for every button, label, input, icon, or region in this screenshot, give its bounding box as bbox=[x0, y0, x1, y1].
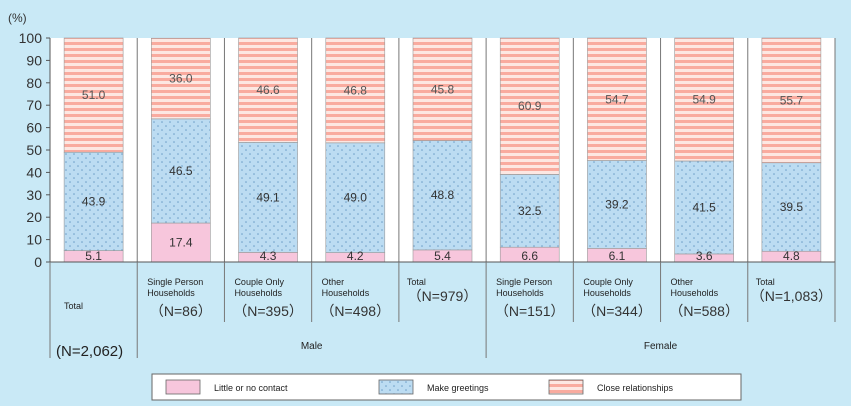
data-label: 6.1 bbox=[609, 249, 626, 263]
bar-segment bbox=[587, 37, 647, 161]
y-tick-label: 50 bbox=[26, 142, 42, 158]
data-label: 39.5 bbox=[780, 200, 804, 214]
category-label: Single Person Households bbox=[496, 277, 552, 298]
category-label: Total bbox=[756, 277, 775, 287]
category-n-label: （N=344） bbox=[582, 303, 652, 319]
legend-swatch bbox=[165, 379, 201, 395]
category-label: Couple Only Households bbox=[583, 277, 633, 298]
category-label: Single Person Households bbox=[147, 277, 203, 298]
y-tick-label: 10 bbox=[26, 232, 42, 248]
category-n-label: （N=979） bbox=[408, 288, 478, 304]
bar-segment bbox=[587, 160, 647, 249]
data-label: 46.8 bbox=[344, 83, 368, 97]
legend-label: Close relationships bbox=[597, 383, 674, 393]
category-n-label: (N=2,062) bbox=[56, 343, 123, 360]
y-tick-label: 60 bbox=[26, 120, 42, 136]
bar-segment bbox=[238, 142, 298, 253]
legend-label: Make greetings bbox=[427, 383, 489, 393]
data-label: 5.4 bbox=[434, 249, 451, 263]
y-tick-label: 70 bbox=[26, 97, 42, 113]
y-tick-label: 90 bbox=[26, 52, 42, 68]
bar-segment bbox=[761, 37, 822, 164]
y-tick-label: 20 bbox=[26, 209, 42, 225]
group-label: Male bbox=[301, 341, 323, 352]
category-label: Other Households bbox=[322, 277, 370, 298]
bar-segment bbox=[151, 118, 211, 224]
category-n-label: （N=395） bbox=[233, 303, 303, 319]
bar-segment bbox=[325, 37, 386, 144]
bar-segment bbox=[412, 140, 473, 251]
category-label: Couple Only Households bbox=[234, 277, 284, 298]
category-label: Other Households bbox=[671, 277, 719, 298]
data-label: 46.5 bbox=[169, 164, 193, 178]
data-label: 17.4 bbox=[169, 236, 193, 250]
y-tick-label: 80 bbox=[26, 75, 42, 91]
data-label: 45.8 bbox=[431, 82, 455, 96]
category-n-label: （N=1,083） bbox=[751, 288, 832, 304]
bar-segment bbox=[761, 162, 822, 252]
category-n-label: （N=588） bbox=[669, 303, 739, 319]
data-label: 49.0 bbox=[344, 191, 368, 205]
category-n-label: （N=498） bbox=[320, 303, 390, 319]
data-label: 60.9 bbox=[518, 99, 542, 113]
y-tick-label: 0 bbox=[34, 254, 42, 270]
data-label: 4.2 bbox=[347, 249, 364, 263]
data-label: 6.6 bbox=[521, 249, 538, 263]
bar-segment bbox=[151, 222, 211, 263]
data-label: 41.5 bbox=[692, 200, 716, 214]
y-tick-label: 40 bbox=[26, 164, 42, 180]
data-label: 54.9 bbox=[692, 92, 716, 106]
bar-segment bbox=[151, 37, 211, 120]
data-label: 55.7 bbox=[780, 93, 804, 107]
category-label: Total bbox=[407, 277, 426, 287]
legend-box bbox=[151, 373, 742, 401]
group-label: Female bbox=[644, 341, 678, 352]
bar-segment bbox=[238, 37, 298, 143]
data-label: 5.1 bbox=[85, 249, 102, 263]
legend-swatch bbox=[548, 379, 584, 395]
data-label: 54.7 bbox=[605, 92, 629, 106]
data-label: 48.8 bbox=[431, 188, 455, 202]
category-n-label: （N=151） bbox=[495, 303, 565, 319]
data-label: 46.6 bbox=[256, 83, 280, 97]
category-label: Total bbox=[64, 301, 83, 311]
bar-segment bbox=[412, 37, 473, 141]
data-label: 49.1 bbox=[256, 190, 280, 204]
data-label: 43.9 bbox=[82, 194, 106, 208]
bar-segment bbox=[499, 37, 560, 175]
y-tick-label: 100 bbox=[19, 30, 43, 46]
data-label: 39.2 bbox=[605, 197, 629, 211]
data-label: 4.8 bbox=[783, 249, 800, 263]
bar-segment bbox=[674, 37, 734, 162]
bar-segment bbox=[63, 37, 124, 153]
y-unit-label: (%) bbox=[8, 11, 27, 25]
legend-swatch bbox=[378, 379, 414, 395]
data-label: 3.6 bbox=[696, 249, 713, 263]
category-n-label: （N=86） bbox=[150, 303, 212, 319]
y-tick-label: 30 bbox=[26, 187, 42, 203]
legend-label: Little or no contact bbox=[214, 383, 288, 393]
data-label: 51.0 bbox=[82, 88, 106, 102]
data-label: 36.0 bbox=[169, 72, 193, 86]
data-label: 4.3 bbox=[260, 249, 277, 263]
data-label: 32.5 bbox=[518, 204, 542, 218]
bar-segment bbox=[325, 142, 386, 253]
